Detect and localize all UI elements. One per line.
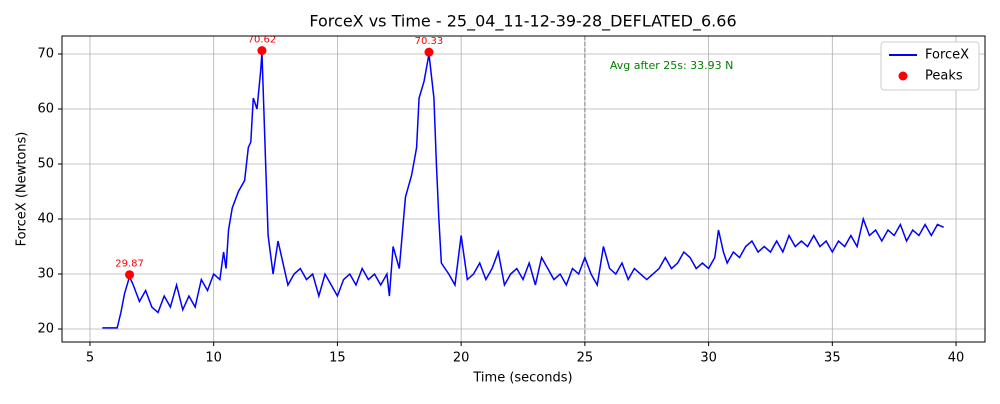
peak-point — [125, 270, 135, 280]
data-label: 70.62 — [248, 35, 277, 46]
legend-marker — [898, 71, 908, 81]
x-tick-label: 10 — [205, 351, 222, 366]
peak-point — [257, 46, 267, 56]
x-tick-label: 25 — [577, 351, 594, 366]
x-tick-label: 35 — [824, 351, 841, 366]
legend-label: ForceX — [925, 48, 969, 63]
chart-title: ForceX vs Time - 25_04_11-12-39-28_DEFLA… — [309, 12, 736, 32]
y-tick-label: 70 — [37, 46, 54, 61]
x-tick-label: 15 — [329, 351, 346, 366]
x-axis-label: Time (seconds) — [472, 371, 572, 386]
y-axis-label: ForceX (Newtons) — [15, 132, 30, 247]
x-tick-label: 40 — [948, 351, 965, 366]
legend-label: Peaks — [925, 69, 963, 84]
y-tick-label: 60 — [37, 101, 54, 116]
y-tick-label: 40 — [37, 212, 54, 227]
data-label: 29.87 — [115, 259, 144, 270]
annotation: Avg after 25s: 33.93 N — [610, 59, 734, 72]
x-tick-label: 5 — [86, 351, 94, 366]
y-tick-label: 30 — [37, 267, 54, 282]
data-label: 70.33 — [415, 36, 444, 47]
y-tick-label: 50 — [37, 156, 54, 171]
x-tick-label: 30 — [700, 351, 717, 366]
y-tick-label: 20 — [37, 322, 54, 337]
x-tick-label: 20 — [453, 351, 470, 366]
plot-frame — [61, 35, 986, 343]
data-line — [102, 52, 944, 329]
peak-point — [424, 47, 434, 57]
